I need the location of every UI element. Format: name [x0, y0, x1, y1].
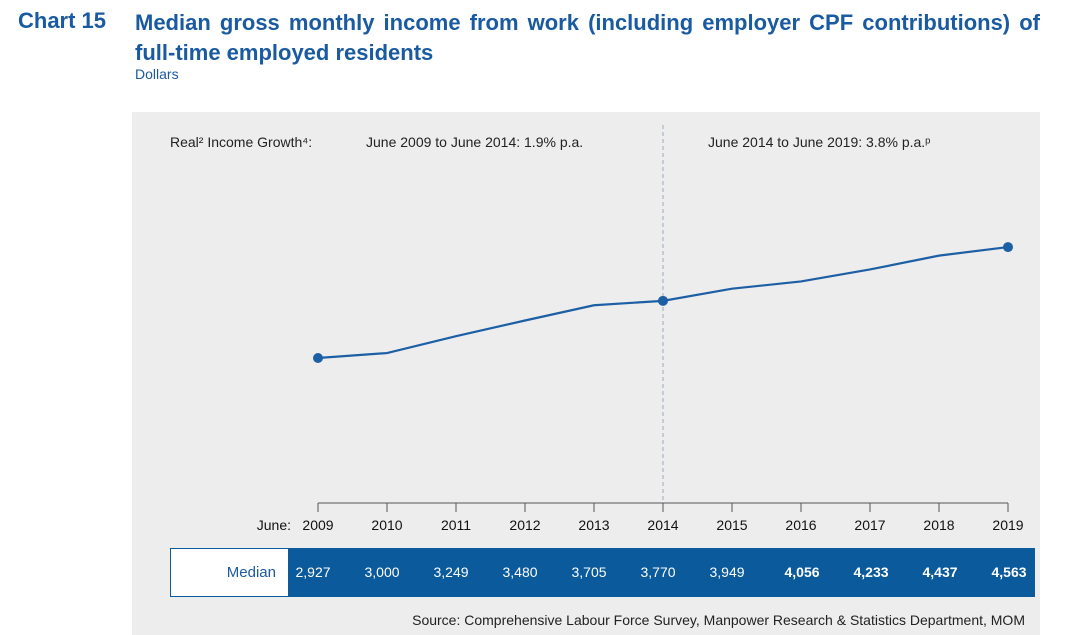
x-tick-label: 2016 [785, 517, 816, 533]
chart-number: Chart 15 [18, 8, 107, 33]
median-value-2018: 4,437 [922, 564, 958, 580]
x-tick-label: 2014 [647, 517, 678, 533]
median-value-2011: 3,249 [433, 564, 469, 580]
x-tick-label: 2013 [578, 517, 609, 533]
x-tick-label: 2012 [509, 517, 540, 533]
x-tick-label: 2018 [923, 517, 954, 533]
x-tick-label: 2010 [371, 517, 402, 533]
median-value-2009: 2,927 [295, 564, 331, 580]
median-value-2012: 3,480 [502, 564, 538, 580]
median-value-2015: 3,949 [709, 564, 745, 580]
data-point-2014 [658, 295, 668, 306]
median-value-2010: 3,000 [364, 564, 400, 580]
median-table: Median 2,927 3,000 3,249 3,480 3,705 3,770 3,9… [170, 548, 1035, 597]
x-tick-label: 2019 [992, 517, 1023, 533]
median-value-2017: 4,233 [853, 564, 889, 580]
data-point-2019 [1003, 242, 1013, 253]
x-axis-prefix: June: [257, 517, 291, 533]
median-row-label: Median [171, 549, 288, 596]
chart-panel [132, 112, 1040, 635]
growth-period-1: June 2009 to June 2014: 1.9% p.a. [366, 134, 584, 150]
x-tick-label: 2015 [716, 517, 747, 533]
x-tick-label: 2009 [302, 517, 333, 533]
median-value-2016: 4,056 [784, 564, 820, 580]
median-value-2013: 3,705 [571, 564, 607, 580]
source-note: Source: Comprehensive Labour Force Surve… [412, 612, 1025, 628]
x-tick-label: 2011 [441, 517, 471, 533]
growth-label: Real² Income Growth⁴: [170, 134, 313, 150]
median-value-2014: 3,770 [640, 564, 676, 580]
x-tick-label: 2017 [854, 517, 885, 533]
data-point-2009 [313, 353, 323, 363]
unit-label: Dollars [135, 66, 179, 82]
growth-period-2: June 2014 to June 2019: 3.8% p.a.ᵖ [708, 134, 931, 150]
median-value-2019: 4,563 [991, 564, 1027, 580]
chart-title: Median gross monthly income from work (i… [135, 10, 1040, 65]
